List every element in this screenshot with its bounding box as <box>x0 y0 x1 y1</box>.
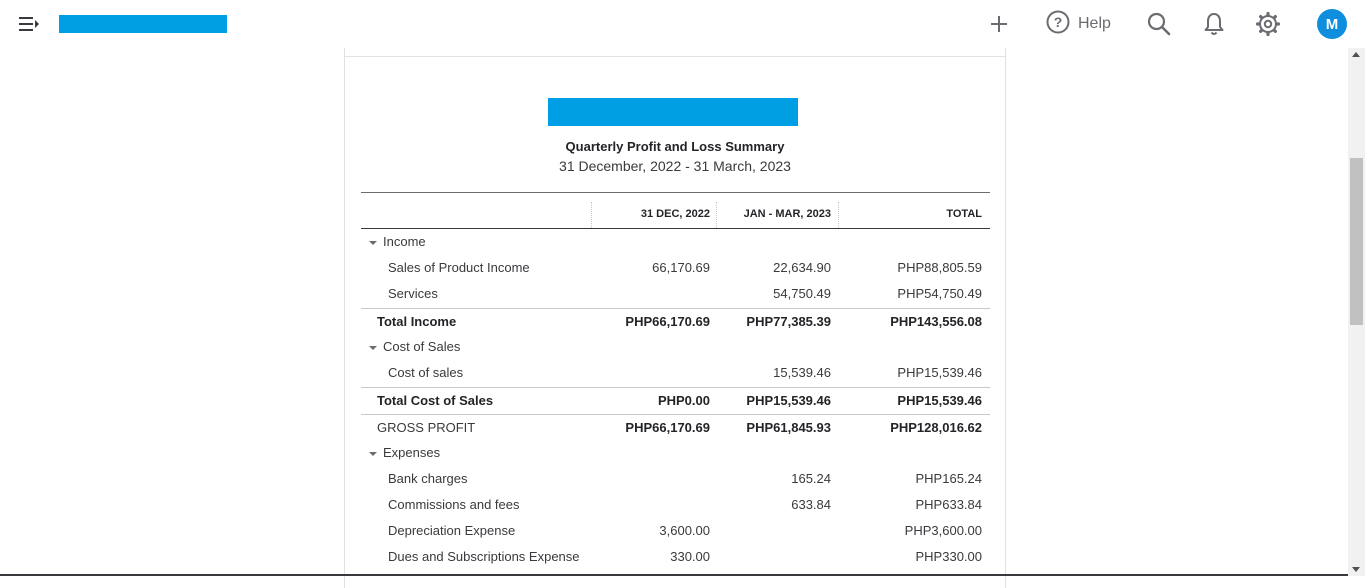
cell-value[interactable]: PHP15,539.46 <box>897 365 982 380</box>
row-label: Total Income <box>377 314 457 329</box>
cell-value[interactable]: PHP330.00 <box>915 549 983 564</box>
total-row: Total Cost of Sales PHP0.00 PHP15,539.46… <box>361 387 990 414</box>
table-row: Services 54,750.49 PHP54,750.49 <box>361 281 990 307</box>
gross-profit-row: GROSS PROFIT PHP66,170.69 PHP61,845.93 P… <box>361 414 990 441</box>
cell-value[interactable]: PHP3,600.00 <box>904 523 982 538</box>
cell-value[interactable]: PHP88,805.59 <box>897 260 982 275</box>
table-row: Depreciation Expense 3,600.00 PHP3,600.0… <box>361 518 990 544</box>
column-divider <box>591 202 592 228</box>
caret-down-icon[interactable] <box>369 451 377 456</box>
section-row-income[interactable]: Income <box>361 229 990 255</box>
table-row: Dues and Subscriptions Expense 330.00 PH… <box>361 544 990 570</box>
cell-value[interactable]: PHP128,016.62 <box>890 420 982 435</box>
svg-text:?: ? <box>1054 14 1063 30</box>
column-divider <box>716 202 717 228</box>
cell-value[interactable]: PHP77,385.39 <box>746 314 831 329</box>
row-label: Bank charges <box>388 471 468 486</box>
section-row-expenses[interactable]: Expenses <box>361 440 990 466</box>
report-period: 31 December, 2022 - 31 March, 2023 <box>559 158 791 174</box>
plus-icon[interactable] <box>986 10 1012 38</box>
cell-value[interactable]: 66,170.69 <box>652 260 710 275</box>
top-bar: ? Help M <box>0 0 1365 48</box>
row-label: GROSS PROFIT <box>377 420 476 435</box>
cell-value[interactable]: PHP15,539.46 <box>897 393 982 408</box>
table-row: Bank charges 165.24 PHP165.24 <box>361 466 990 492</box>
column-header[interactable]: 31 DEC, 2022 <box>640 208 710 220</box>
cell-value[interactable]: 165.24 <box>791 471 831 486</box>
column-header[interactable]: JAN - MAR, 2023 <box>743 208 831 220</box>
help-button[interactable]: ? Help <box>1046 10 1111 38</box>
divider <box>345 56 1005 57</box>
gear-icon[interactable] <box>1255 10 1281 38</box>
divider <box>361 228 990 229</box>
menu-collapse-icon[interactable] <box>18 14 42 34</box>
row-label: Cost of Sales <box>383 339 461 354</box>
row-label: Dues and Subscriptions Expense <box>388 549 580 564</box>
row-label: Total Cost of Sales <box>377 393 494 408</box>
table-row: Commissions and fees 633.84 PHP633.84 <box>361 492 990 518</box>
report-card: Quarterly Profit and Loss Summary 31 Dec… <box>344 48 1006 588</box>
cell-value[interactable]: 3,600.00 <box>659 523 710 538</box>
row-label: Income <box>383 234 426 249</box>
cell-value[interactable]: 22,634.90 <box>773 260 831 275</box>
company-name-redacted <box>59 15 227 33</box>
cell-value[interactable]: 54,750.49 <box>773 286 831 301</box>
cell-value[interactable]: 15,539.46 <box>773 365 831 380</box>
caret-down-icon[interactable] <box>369 345 377 350</box>
cell-value[interactable]: PHP54,750.49 <box>897 286 982 301</box>
total-row: Total Income PHP66,170.69 PHP77,385.39 P… <box>361 308 990 335</box>
column-divider <box>838 202 839 228</box>
window-bottom-edge <box>0 574 1348 576</box>
vertical-scrollbar[interactable] <box>1348 48 1365 576</box>
row-label: Cost of sales <box>388 365 464 380</box>
scroll-down-arrow-icon[interactable] <box>1352 567 1360 572</box>
bell-icon[interactable] <box>1202 10 1226 38</box>
row-label: Services <box>388 286 438 301</box>
row-label: Commissions and fees <box>388 497 520 512</box>
report-company-redacted <box>548 98 798 126</box>
table-row: Sales of Product Income 66,170.69 22,634… <box>361 255 990 281</box>
help-icon: ? <box>1046 10 1070 39</box>
cell-value[interactable]: PHP143,556.08 <box>890 314 982 329</box>
row-label: Sales of Product Income <box>388 260 530 275</box>
row-label: Depreciation Expense <box>388 523 516 538</box>
column-header[interactable]: TOTAL <box>946 208 982 220</box>
search-icon[interactable] <box>1146 10 1172 38</box>
cell-value[interactable]: 330.00 <box>670 549 710 564</box>
scrollbar-thumb[interactable] <box>1350 158 1363 325</box>
caret-down-icon[interactable] <box>369 240 377 245</box>
cell-value[interactable]: PHP0.00 <box>657 393 710 408</box>
report-title: Quarterly Profit and Loss Summary <box>565 139 785 154</box>
cell-value[interactable]: PHP633.84 <box>915 497 983 512</box>
table-row: Cost of sales 15,539.46 PHP15,539.46 <box>361 360 990 386</box>
cell-value[interactable]: PHP66,170.69 <box>625 314 710 329</box>
help-label: Help <box>1078 15 1111 32</box>
row-label: Expenses <box>383 445 441 460</box>
user-avatar[interactable]: M <box>1317 9 1347 39</box>
cell-value[interactable]: PHP66,170.69 <box>625 420 710 435</box>
scroll-up-arrow-icon[interactable] <box>1352 52 1360 57</box>
cell-value[interactable]: PHP61,845.93 <box>746 420 831 435</box>
section-row-cost-of-sales[interactable]: Cost of Sales <box>361 334 990 360</box>
divider <box>361 192 990 193</box>
cell-value[interactable]: 633.84 <box>791 497 831 512</box>
cell-value[interactable]: PHP15,539.46 <box>746 393 831 408</box>
cell-value[interactable]: PHP165.24 <box>915 471 983 486</box>
